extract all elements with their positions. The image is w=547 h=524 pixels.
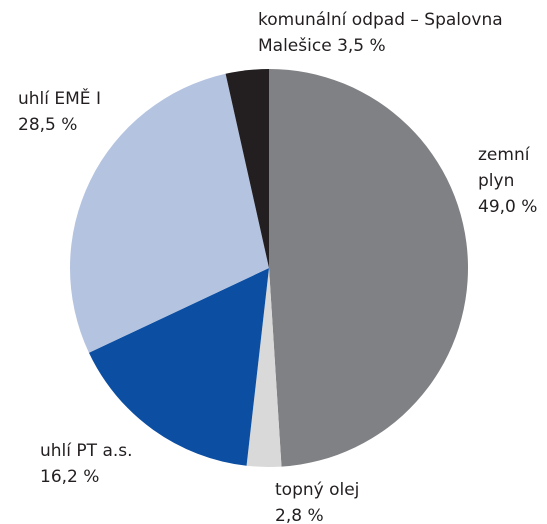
value-label: 16,2 %	[40, 467, 100, 487]
category-label: uhlí EMĚ I	[18, 89, 101, 109]
value-label: 3,5 %	[337, 36, 386, 56]
category-label: zemní plyn	[478, 145, 530, 191]
category-label: topný olej	[275, 480, 360, 500]
pie-slice	[88, 268, 269, 466]
slice-label: uhlí PT a.s. 16,2 %	[40, 438, 180, 490]
category-label: uhlí PT a.s.	[40, 441, 133, 461]
category-label: komunální odpad – Spalovna Malešice	[258, 10, 503, 56]
value-label: 49,0 %	[478, 197, 538, 217]
pie-slice	[269, 69, 468, 467]
value-label: 2,8 %	[275, 506, 324, 524]
value-label: 28,5 %	[18, 115, 78, 135]
slice-label: uhlí EMĚ I 28,5 %	[18, 86, 148, 138]
slice-label: komunální odpad – Spalovna Malešice 3,5 …	[258, 7, 503, 59]
pie-slice	[69, 73, 269, 353]
pie-slice	[225, 69, 269, 268]
slice-label: zemní plyn 49,0 %	[478, 142, 547, 220]
pie-slice	[246, 268, 282, 467]
slice-label: topný olej 2,8 %	[275, 477, 395, 524]
